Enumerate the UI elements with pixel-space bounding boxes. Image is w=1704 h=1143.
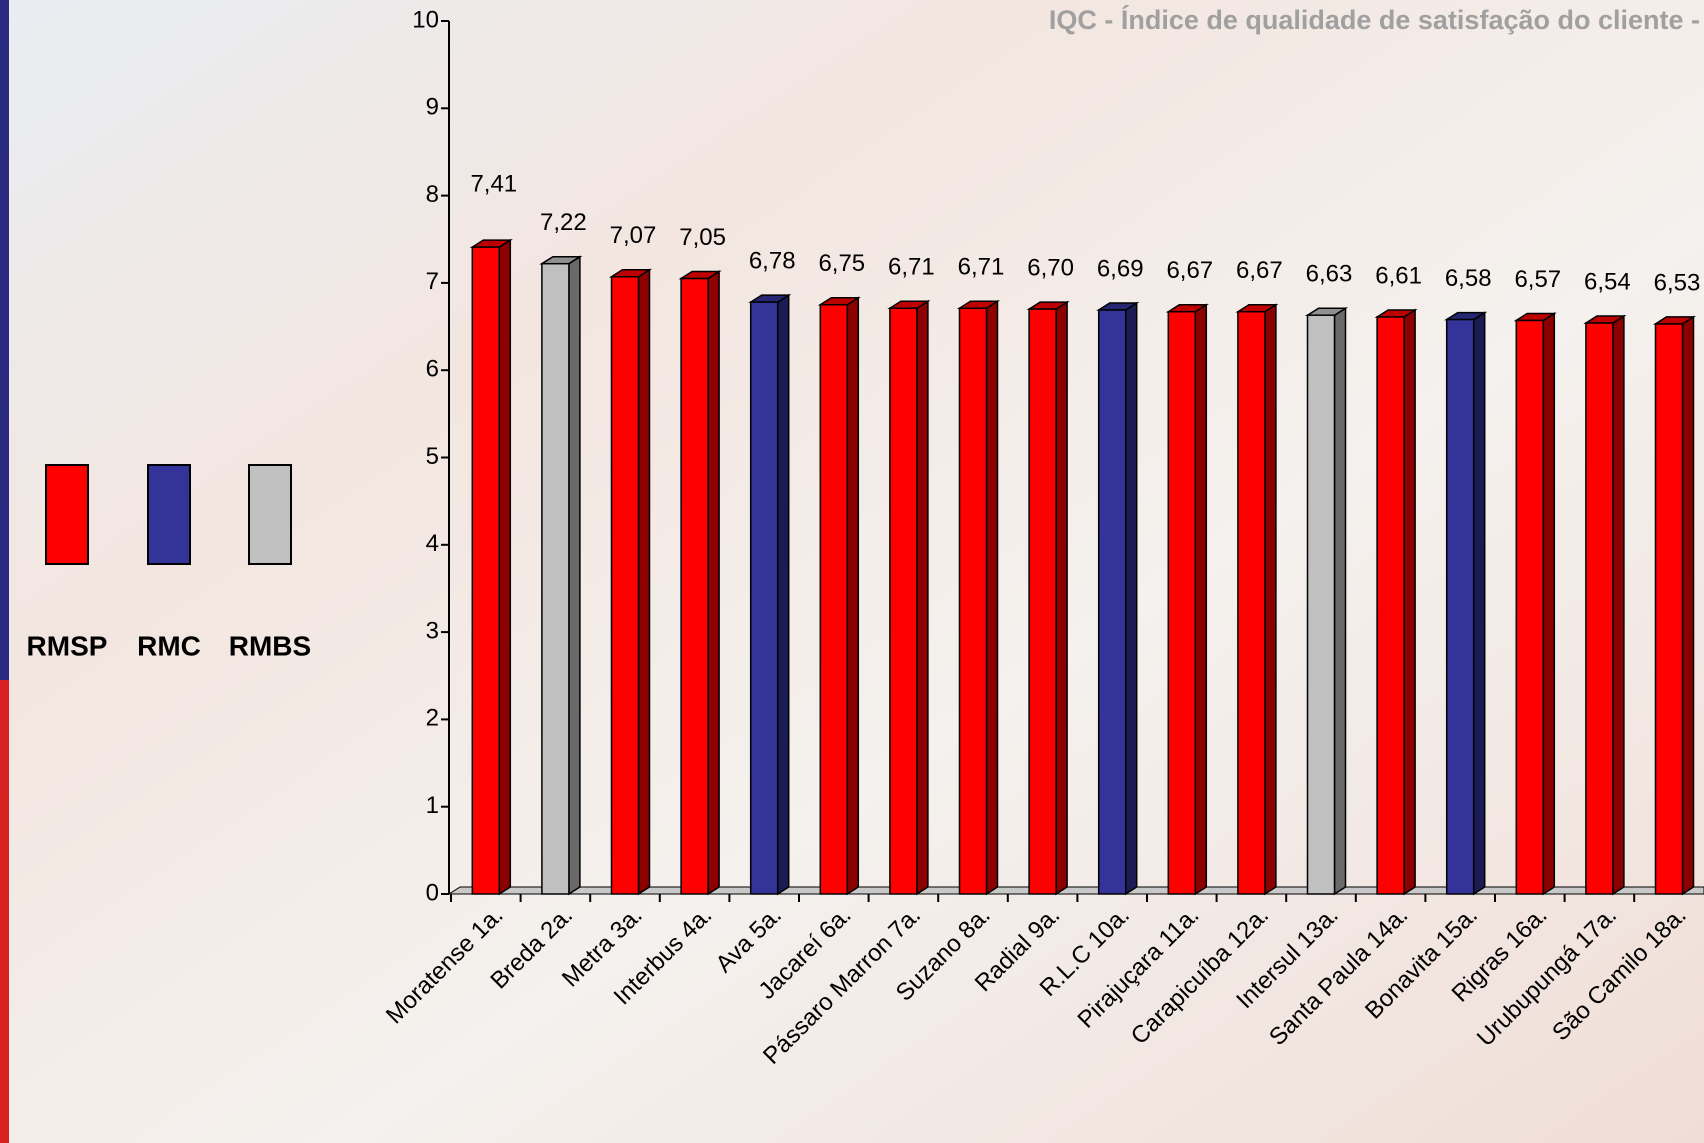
bar [889,307,918,895]
value-label: 7,22 [540,209,587,236]
bar [1167,310,1197,895]
chart-title: IQC - Índice de qualidade de satisfação … [1049,4,1700,35]
value-label: 6,67 [1166,257,1213,284]
bar-side [1472,311,1486,896]
value-label: 6,63 [1306,261,1353,288]
value-label: 6,57 [1514,266,1561,293]
bar [958,307,988,895]
value-label: 6,71 [958,254,1005,281]
y-tick-label: 4 [426,530,439,557]
legend-label: RMC [137,630,201,661]
bar-side [1194,303,1208,896]
bar-side [1333,306,1347,896]
y-tick-label: 5 [426,443,439,470]
value-label: 7,41 [470,170,517,197]
value-label: 6,58 [1445,265,1492,292]
value-label: 6,69 [1097,255,1144,282]
bar-side [846,296,860,896]
legend-label: RMBS [229,630,311,661]
bar [1237,310,1266,895]
value-label: 6,70 [1027,254,1074,281]
bar-side [707,270,720,896]
value-label: 6,75 [818,250,865,277]
y-tick-label: 0 [426,879,439,906]
legend-swatch [45,464,89,565]
bar [1097,309,1127,895]
legend-swatch [147,464,191,565]
bar [819,303,849,895]
bar-side [498,238,512,896]
y-tick-label: 2 [426,705,439,732]
bar-side [1055,300,1068,896]
bar [749,301,779,895]
bar-side [985,299,999,896]
legend-swatch [248,464,292,565]
value-label: 6,67 [1236,257,1283,284]
value-label: 7,07 [610,222,657,249]
y-tick-label: 9 [426,94,439,121]
bar [1306,314,1336,895]
bar [471,246,501,895]
bar-side [1124,301,1138,896]
bar-side [1403,308,1416,896]
value-label: 6,61 [1375,262,1422,289]
bar [1028,308,1057,895]
bar [541,262,570,895]
bar-side [1542,312,1556,896]
y-tick-label: 1 [426,792,439,819]
left-strip [0,0,9,1143]
bar-side [916,299,929,896]
value-label: 6,54 [1584,268,1631,295]
bar [1445,318,1475,895]
y-tick-label: 10 [412,6,439,33]
value-label: 7,05 [679,224,726,251]
bar-side [1681,315,1695,896]
left-strip-accent [0,680,9,1143]
bar [1515,319,1545,895]
bar [610,276,640,895]
bar-side [568,255,581,896]
y-tick-label: 3 [426,617,439,644]
bar-side [776,293,790,896]
y-tick-label: 8 [426,181,439,208]
bar [680,277,709,895]
legend-label: RMSP [27,630,108,661]
value-label: 6,71 [888,254,935,281]
bar [1654,323,1684,895]
bar-side [637,268,651,896]
bar-side [1264,303,1277,896]
value-label: 6,78 [749,247,796,274]
y-tick-label: 7 [426,268,439,295]
y-tick-label: 6 [426,356,439,383]
bar [1585,322,1614,895]
bar-side [1612,314,1625,896]
value-label: 6,53 [1654,269,1701,296]
bar [1376,316,1405,895]
